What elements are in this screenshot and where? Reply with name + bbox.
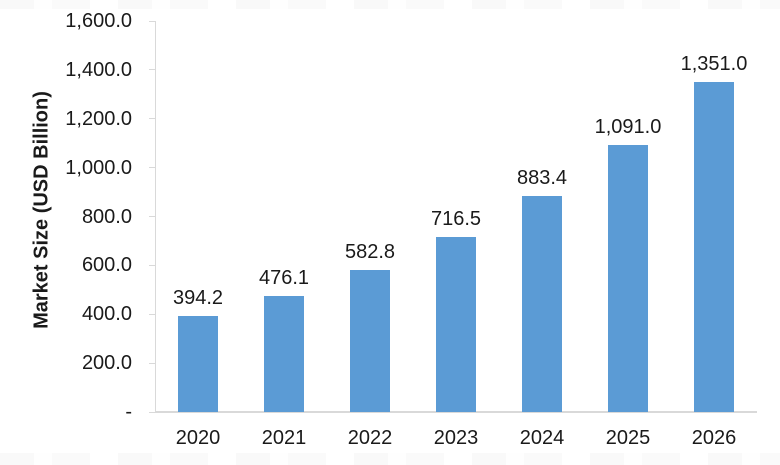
y-tick-mark [149, 216, 155, 217]
x-tick-label: 2020 [175, 427, 221, 449]
bar-value-label: 1,091.0 [594, 116, 662, 138]
bar-2024 [522, 196, 562, 412]
y-tick-mark [149, 313, 155, 315]
y-tick-label: 200.0 [81, 352, 132, 375]
y-tick-mark [149, 167, 155, 169]
x-axis-line [155, 411, 757, 413]
bar-value-label: 582.8 [344, 241, 396, 263]
y-tick-mark [149, 69, 155, 71]
top-crop-artifact [0, 0, 780, 9]
bar-value-label: 883.4 [516, 167, 568, 189]
y-tick-label: 1,200.0 [65, 107, 132, 130]
y-tick-label: 1,600.0 [65, 10, 132, 32]
y-tick-label: 1,400.0 [65, 58, 132, 81]
bar-value-label: 476.1 [258, 267, 310, 289]
bar-value-label: 716.5 [430, 208, 482, 230]
x-tick-label: 2024 [519, 427, 565, 449]
x-tick-label: 2026 [691, 427, 737, 449]
bar-2023 [436, 237, 476, 412]
y-tick-label: 1,000.0 [65, 156, 132, 179]
bar-2022 [350, 270, 390, 412]
bar-2020 [178, 316, 218, 412]
y-tick-mark [149, 264, 155, 266]
y-tick-label: 600.0 [81, 254, 132, 277]
y-axis-line [155, 21, 156, 412]
y-tick-mark [149, 362, 155, 364]
y-tick-mark [149, 20, 155, 22]
y-tick-label: - [125, 401, 132, 423]
bottom-crop-artifact [0, 453, 780, 465]
bar-value-label: 394.2 [172, 287, 224, 309]
bar-2021 [264, 296, 304, 412]
x-tick-label: 2025 [605, 427, 651, 449]
x-tick-label: 2021 [261, 427, 307, 449]
x-tick-label: 2022 [347, 427, 393, 449]
bar-2025 [608, 145, 648, 412]
y-tick-label: 800.0 [81, 205, 132, 228]
bar-value-label: 1,351.0 [680, 53, 748, 75]
y-tick-mark [149, 411, 155, 413]
bar-2026 [694, 82, 734, 412]
y-tick-mark [149, 118, 155, 120]
x-tick-label: 2023 [433, 427, 479, 449]
y-tick-label: 400.0 [81, 303, 132, 326]
